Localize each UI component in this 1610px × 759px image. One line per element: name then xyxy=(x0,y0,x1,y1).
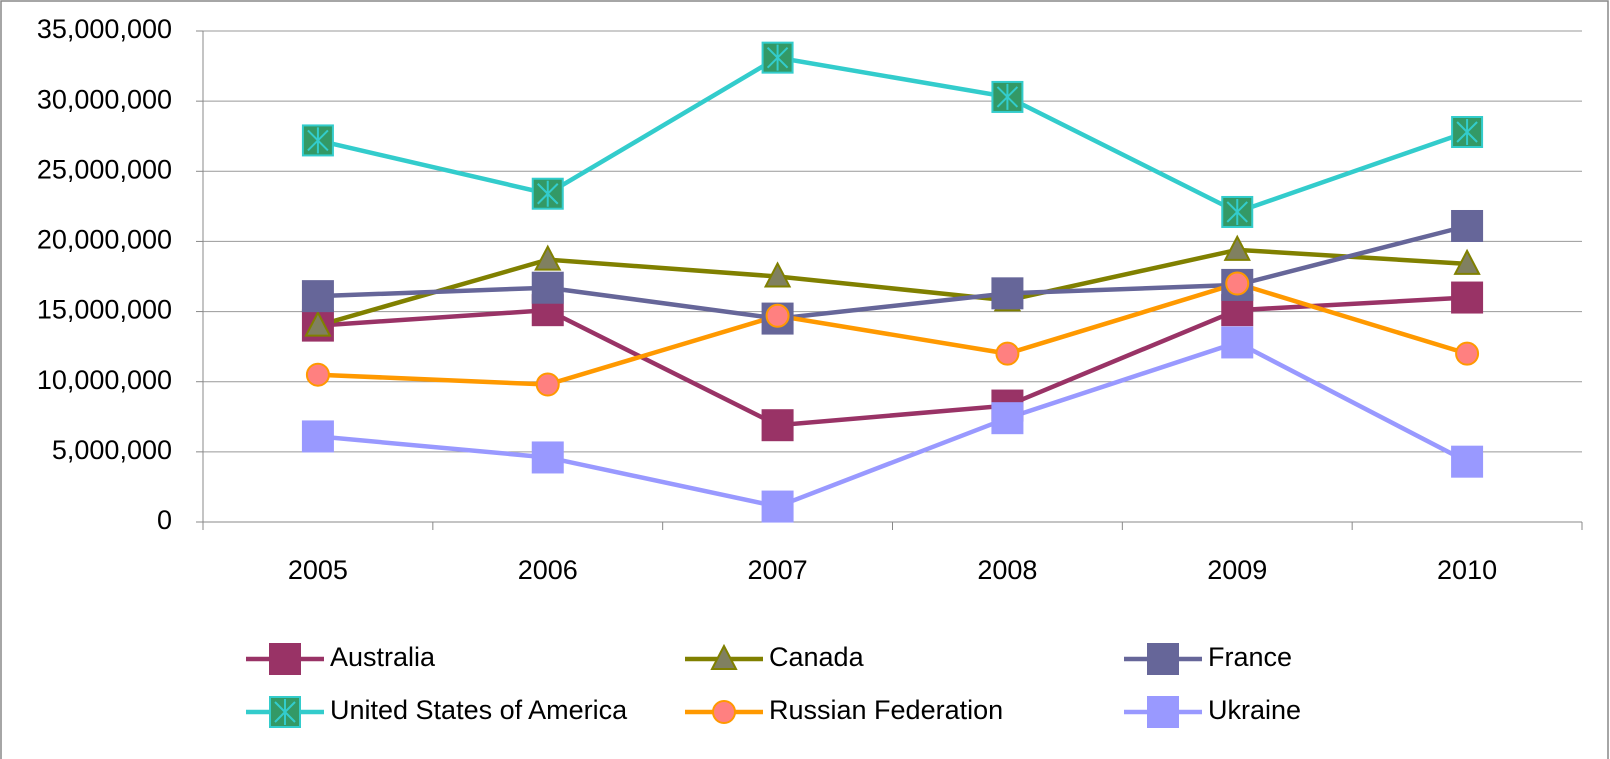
marker xyxy=(1225,271,1250,296)
marker-star xyxy=(766,44,789,71)
marker xyxy=(763,261,792,288)
y-tick-label: 10,000,000 xyxy=(37,365,172,395)
marker xyxy=(1451,445,1484,478)
marker xyxy=(761,409,794,442)
y-tick-label: 0 xyxy=(157,505,172,535)
series-line xyxy=(317,295,1468,428)
marker xyxy=(301,280,334,313)
series-line xyxy=(317,223,1468,321)
legend-label: Canada xyxy=(769,642,865,672)
y-tick-label: 35,000,000 xyxy=(37,14,172,44)
legend-marker xyxy=(1147,643,1179,675)
marker-star xyxy=(274,699,296,725)
legend-label: Russian Federation xyxy=(769,695,1003,725)
x-tick-label: 2006 xyxy=(518,555,578,585)
marker xyxy=(1223,234,1251,261)
marker xyxy=(991,277,1024,310)
y-tick-label: 25,000,000 xyxy=(37,154,172,184)
series-line xyxy=(317,340,1469,509)
marker xyxy=(304,310,332,337)
marker xyxy=(301,420,334,453)
legend-marker xyxy=(269,643,301,675)
y-tick-label: 20,000,000 xyxy=(37,225,172,255)
marker xyxy=(765,303,790,328)
x-tick-label: 2007 xyxy=(748,555,808,585)
marker xyxy=(1451,209,1484,242)
marker-star xyxy=(537,180,559,207)
marker xyxy=(531,441,564,474)
marker xyxy=(1451,281,1484,314)
legend-label: Ukraine xyxy=(1208,695,1301,725)
series-line xyxy=(317,247,1468,328)
marker xyxy=(305,362,330,387)
y-tick-label: 15,000,000 xyxy=(37,295,172,325)
x-tick-label: 2005 xyxy=(288,555,348,585)
marker-star xyxy=(996,83,1019,110)
legend-marker xyxy=(1147,696,1179,728)
marker xyxy=(1453,248,1481,275)
y-tick-label: 30,000,000 xyxy=(37,84,172,114)
marker xyxy=(1455,341,1480,366)
marker-star xyxy=(1456,119,1478,146)
marker xyxy=(1221,326,1254,359)
series-line xyxy=(317,281,1468,387)
x-tick-label: 2008 xyxy=(977,555,1037,585)
marker xyxy=(531,271,564,304)
marker xyxy=(991,402,1024,435)
legend-label: France xyxy=(1208,642,1292,672)
marker-star xyxy=(307,127,329,154)
y-tick-label: 5,000,000 xyxy=(52,435,172,465)
x-tick-label: 2009 xyxy=(1207,555,1267,585)
x-tick-label: 2010 xyxy=(1437,555,1497,585)
legend-marker xyxy=(712,700,736,724)
marker-star xyxy=(1226,198,1248,225)
marker xyxy=(761,490,794,523)
legend-label: Australia xyxy=(330,642,436,672)
legend-marker xyxy=(710,643,738,670)
series-line xyxy=(317,55,1468,215)
marker xyxy=(995,341,1020,366)
marker xyxy=(535,372,560,397)
marker xyxy=(534,244,562,271)
legend-label: United States of America xyxy=(330,695,628,725)
